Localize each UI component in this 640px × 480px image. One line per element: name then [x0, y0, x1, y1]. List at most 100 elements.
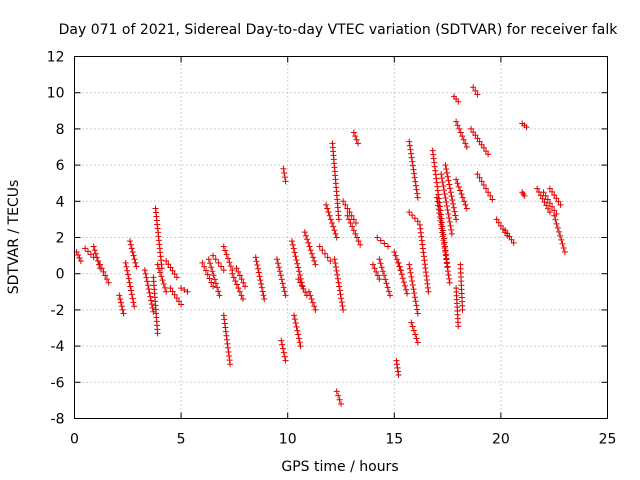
data-point — [439, 233, 446, 240]
data-point — [311, 303, 318, 310]
data-point — [308, 296, 315, 303]
data-point — [336, 287, 343, 294]
x-tick-label: 20 — [492, 432, 510, 448]
data-point — [406, 261, 413, 268]
data-point — [455, 98, 462, 105]
data-point — [338, 295, 345, 302]
data-point — [455, 323, 462, 330]
data-point — [549, 203, 556, 210]
data-point — [435, 202, 442, 209]
data-point — [558, 236, 565, 243]
data-point — [222, 324, 229, 331]
data-point — [239, 296, 246, 303]
y-tick-label: 4 — [56, 194, 65, 210]
data-point — [446, 279, 453, 286]
data-point — [431, 159, 438, 166]
data-point — [472, 87, 479, 94]
data-point — [214, 284, 221, 291]
data-point — [308, 250, 315, 257]
data-point — [353, 136, 360, 143]
y-tick-label: -8 — [51, 412, 65, 428]
data-point — [542, 192, 549, 199]
data-point — [220, 243, 227, 250]
data-point — [493, 216, 500, 223]
data-point — [446, 214, 453, 221]
data-point — [163, 288, 170, 295]
data-point — [347, 220, 354, 227]
data-point — [394, 364, 401, 371]
data-point — [146, 289, 153, 296]
data-point — [444, 173, 451, 180]
data-point — [433, 179, 440, 186]
data-point — [132, 259, 139, 266]
data-point — [374, 272, 381, 279]
data-point — [184, 288, 191, 295]
data-point — [127, 241, 134, 248]
data-point — [77, 258, 84, 265]
data-point — [407, 269, 414, 276]
data-point — [307, 247, 314, 254]
data-point — [350, 129, 357, 136]
data-point — [332, 230, 339, 237]
data-point — [242, 283, 249, 290]
data-point — [454, 122, 461, 129]
data-point — [409, 282, 416, 289]
data-point — [459, 194, 466, 201]
data-point — [336, 283, 343, 290]
data-point — [549, 188, 556, 195]
data-point — [306, 243, 313, 250]
data-point — [410, 286, 417, 293]
data-point — [339, 303, 346, 310]
data-point — [344, 205, 351, 212]
data-point — [296, 272, 303, 279]
data-point — [433, 175, 440, 182]
data-point — [534, 185, 541, 192]
data-point — [336, 396, 343, 403]
data-point — [453, 216, 460, 223]
data-point — [397, 267, 404, 274]
data-point — [82, 245, 89, 252]
data-point — [444, 264, 451, 271]
data-point — [229, 270, 236, 277]
data-point — [442, 195, 449, 202]
data-point — [410, 327, 417, 334]
data-point — [559, 240, 566, 247]
data-point — [445, 177, 452, 184]
data-point — [523, 124, 530, 131]
data-point — [212, 256, 219, 263]
data-point — [357, 241, 364, 248]
data-point — [376, 276, 383, 283]
data-point — [207, 260, 213, 267]
data-point — [414, 194, 421, 201]
data-point — [226, 353, 233, 360]
x-tick-label: 0 — [70, 432, 79, 448]
data-point — [482, 185, 489, 192]
data-point — [423, 273, 430, 280]
data-point — [333, 267, 340, 274]
data-point — [463, 205, 470, 212]
data-point — [419, 245, 426, 252]
data-point — [326, 212, 333, 219]
data-point — [422, 265, 429, 272]
data-point — [443, 203, 450, 210]
data-point — [274, 256, 281, 263]
data-point — [117, 299, 124, 306]
data-point — [158, 273, 165, 280]
data-point — [327, 258, 334, 265]
data-point — [278, 337, 285, 344]
data-point — [418, 233, 425, 240]
data-point — [406, 209, 413, 216]
data-point — [240, 279, 247, 286]
data-point — [212, 280, 219, 287]
data-point — [552, 216, 559, 223]
data-point — [384, 243, 391, 250]
data-point — [434, 187, 441, 194]
data-point — [395, 372, 402, 379]
data-point — [440, 183, 447, 190]
data-point — [118, 303, 125, 310]
data-point — [521, 192, 528, 199]
data-point — [400, 279, 407, 286]
y-tick-labels: -8 -6 -4 -2 0 2 4 6 8 10 12 — [47, 50, 65, 428]
data-point — [335, 279, 342, 286]
data-point — [322, 250, 329, 257]
